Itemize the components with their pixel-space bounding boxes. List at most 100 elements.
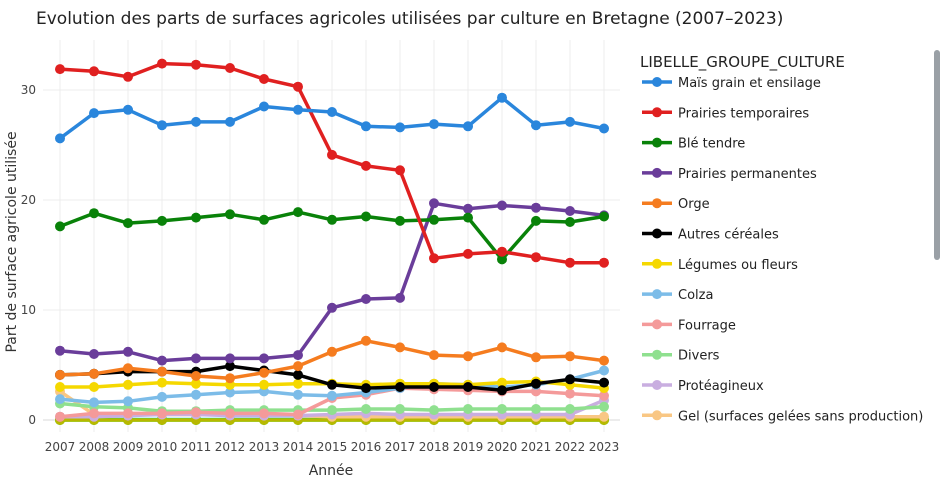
- series-point: [191, 116, 201, 127]
- series-point: [191, 378, 201, 389]
- x-tick-label: 2019: [453, 440, 484, 454]
- legend-item[interactable]: Prairies temporaires: [642, 106, 809, 121]
- series-point: [157, 408, 167, 419]
- series-point: [395, 292, 405, 303]
- x-tick-label: 2009: [113, 440, 144, 454]
- series-point: [55, 133, 65, 144]
- series-point: [395, 165, 405, 176]
- series-point: [225, 408, 235, 419]
- x-axis-title: Année: [309, 463, 354, 479]
- series-point: [565, 404, 575, 414]
- series-point: [225, 387, 235, 398]
- x-tick-label: 2012: [215, 440, 246, 454]
- series-point: [157, 215, 167, 226]
- series-point: [259, 214, 269, 225]
- series-point: [565, 206, 575, 216]
- legend: Maïs grain et ensilage Prairies temporair…: [642, 76, 923, 424]
- y-tick-label: 20: [21, 193, 36, 207]
- series-point: [395, 382, 405, 392]
- legend-item[interactable]: Colza: [642, 288, 713, 303]
- series-point: [191, 353, 201, 364]
- x-tick-label: 2020: [487, 440, 518, 454]
- series-point: [463, 351, 473, 362]
- legend-item[interactable]: Fourrage: [642, 318, 736, 333]
- series-point: [327, 390, 337, 401]
- series-point: [89, 382, 99, 392]
- series-point: [565, 388, 575, 399]
- series-point: [497, 92, 507, 103]
- series-point: [157, 58, 167, 69]
- series-point: [123, 218, 133, 229]
- series-point: [89, 408, 99, 419]
- legend-item[interactable]: Prairies permanentes: [642, 167, 817, 182]
- series-4: [55, 335, 609, 384]
- series-point: [565, 116, 575, 127]
- series-point: [531, 252, 541, 263]
- legend-label: Blé tendre: [678, 137, 745, 152]
- series-point: [327, 107, 337, 117]
- series-2: [55, 207, 609, 265]
- series-point: [599, 355, 609, 366]
- series-point: [531, 378, 541, 389]
- series-point: [327, 302, 337, 313]
- series-point: [395, 215, 405, 226]
- series-point: [293, 207, 303, 218]
- legend-item[interactable]: Blé tendre: [642, 137, 745, 152]
- legend-item[interactable]: Légumes ou fleurs: [642, 258, 798, 273]
- series-point: [395, 122, 405, 133]
- y-tick-label: 30: [21, 83, 36, 97]
- series-point: [463, 404, 473, 414]
- series-point: [89, 349, 99, 359]
- series-point: [395, 404, 405, 414]
- x-tick-label: 2013: [249, 440, 280, 454]
- series-point: [157, 366, 167, 377]
- legend-swatch-marker: [652, 137, 662, 148]
- series-point: [361, 335, 371, 346]
- series-point: [225, 361, 235, 372]
- series-point: [123, 363, 133, 374]
- series-point: [463, 203, 473, 214]
- legend-item[interactable]: Autres céréales: [642, 228, 779, 243]
- legend-scrollbar[interactable]: [934, 50, 940, 260]
- series-point: [123, 104, 133, 115]
- series-point: [225, 353, 235, 364]
- series-point: [463, 248, 473, 259]
- legend-item[interactable]: Maïs grain et ensilage: [642, 76, 821, 91]
- legend-label: Colza: [678, 288, 713, 303]
- series-point: [293, 369, 303, 380]
- legend-label: Légumes ou fleurs: [678, 258, 798, 273]
- series-point: [225, 209, 235, 220]
- series-point: [497, 385, 507, 396]
- x-tick-label: 2021: [521, 440, 552, 454]
- series-point: [225, 373, 235, 384]
- legend-item[interactable]: Gel (surfaces gelées sans production): [642, 409, 923, 424]
- legend-item[interactable]: Protéagineux: [642, 379, 764, 394]
- series-point: [463, 212, 473, 223]
- series-point: [225, 63, 235, 73]
- series-point: [123, 346, 133, 357]
- series-point: [429, 214, 439, 225]
- series-point: [531, 202, 541, 213]
- series-point: [191, 212, 201, 223]
- series-point: [55, 382, 65, 392]
- series-point: [327, 379, 337, 390]
- legend-item[interactable]: Divers: [642, 349, 720, 364]
- series-point: [259, 353, 269, 364]
- series-point: [531, 120, 541, 131]
- series-point: [123, 396, 133, 407]
- series-point: [361, 121, 371, 132]
- series-point: [293, 378, 303, 389]
- series-point: [531, 404, 541, 414]
- series-point: [123, 408, 133, 419]
- legend-swatch-marker: [652, 410, 662, 421]
- series-point: [259, 367, 269, 378]
- series-point: [361, 294, 371, 304]
- series-point: [55, 411, 65, 422]
- series-point: [463, 121, 473, 132]
- x-tick-label: 2022: [555, 440, 586, 454]
- x-tick-label: 2017: [385, 440, 416, 454]
- legend-swatch-marker: [652, 380, 662, 390]
- legend-label: Orge: [678, 197, 710, 212]
- series-point: [191, 371, 201, 381]
- legend-item[interactable]: Orge: [642, 197, 710, 212]
